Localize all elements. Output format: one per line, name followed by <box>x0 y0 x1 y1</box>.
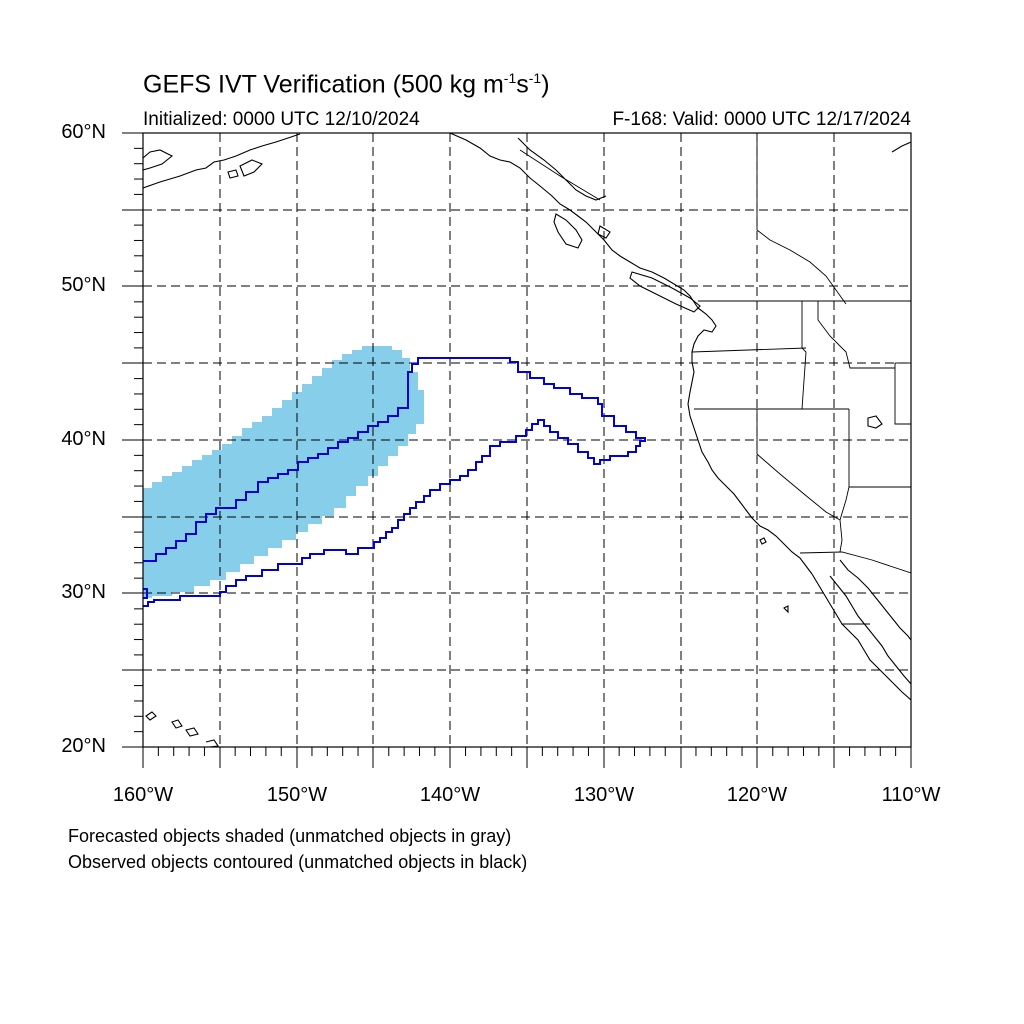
lon-label-110w: 110°W <box>881 784 941 806</box>
lon-ticks <box>142 747 912 768</box>
lat-label-30n: 30°N <box>61 581 106 603</box>
lon-label-160w: 160°W <box>112 784 174 806</box>
minor-lat-ticks <box>134 147 143 733</box>
political-borders <box>519 133 911 625</box>
lat-label-20n: 20°N <box>61 735 106 757</box>
lon-label-150w: 150°W <box>266 784 328 806</box>
title-exponent-2: -1 <box>528 70 542 86</box>
lon-label-140w: 140°W <box>419 784 481 806</box>
lat-label-60n: 60°N <box>61 121 106 143</box>
coastlines <box>143 133 911 747</box>
lon-label-120w: 120°W <box>726 784 788 806</box>
caption-observed: Observed objects contoured (unmatched ob… <box>68 852 528 872</box>
graticule <box>143 133 911 747</box>
lon-label-130w: 130°W <box>573 784 635 806</box>
title-exponent-1: -1 <box>503 70 517 86</box>
observed-object-edge <box>143 588 148 599</box>
map-title: GEFS IVT Verification (500 kg m-1s-1) <box>143 70 550 99</box>
title-end: ) <box>541 70 550 99</box>
title-mid: s <box>516 70 529 99</box>
valid-time: F-168: Valid: 0000 UTC 12/17/2024 <box>612 109 911 130</box>
minor-lon-ticks <box>157 747 897 756</box>
title-main: GEFS IVT Verification (500 kg m <box>143 70 504 99</box>
caption-forecast: Forecasted objects shaded (unmatched obj… <box>68 826 512 846</box>
lat-label-40n: 40°N <box>61 428 106 450</box>
forecast-object <box>143 346 424 598</box>
lat-label-50n: 50°N <box>61 274 106 296</box>
initialized-time: Initialized: 0000 UTC 12/10/2024 <box>143 109 420 130</box>
observed-object-contour <box>143 357 646 607</box>
lat-ticks <box>122 132 143 748</box>
